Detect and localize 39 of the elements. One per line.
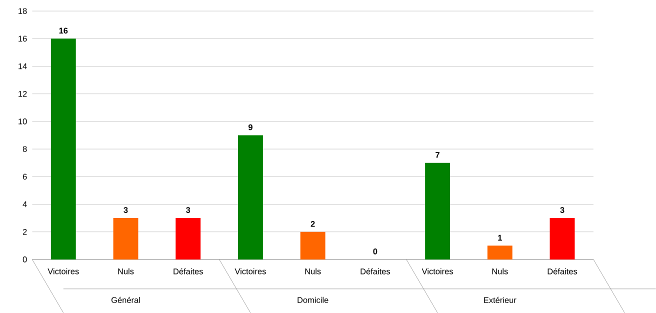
y-tick-label: 18 — [18, 8, 27, 14]
bar — [238, 135, 263, 260]
x-tick-label: Victoires — [422, 268, 453, 274]
y-tick-label: 2 — [22, 228, 27, 235]
bar — [176, 218, 201, 260]
text: Domicile — [298, 296, 328, 303]
bar — [425, 162, 450, 260]
data-label: 1 — [498, 234, 502, 241]
bar — [550, 218, 575, 260]
x-tick-label: Défaites — [548, 268, 578, 274]
y-tick-label: 6 — [22, 174, 27, 180]
y-tick-label: 0 — [22, 256, 27, 262]
text: Général — [111, 296, 140, 304]
data-label: 16 — [59, 28, 68, 34]
data-label: 7 — [436, 152, 440, 158]
x-tick-label: Victoires — [234, 268, 266, 274]
text: Extérieur — [484, 296, 516, 304]
bar — [300, 232, 326, 260]
y-tick-label: 16 — [18, 36, 27, 42]
y-tick-label: 4 — [22, 201, 27, 208]
data-label: 3 — [186, 207, 190, 213]
y-tick-label: 14 — [18, 63, 27, 70]
y-tick-label: 10 — [18, 118, 27, 124]
bar — [487, 246, 512, 260]
data-label: 3 — [124, 207, 128, 213]
data-label: 3 — [560, 207, 564, 213]
bar — [113, 218, 138, 260]
y-tick-label: 12 — [18, 90, 27, 97]
data-label: 2 — [310, 221, 315, 227]
data-label: 9 — [248, 124, 252, 130]
x-tick-label: Nuls — [492, 268, 508, 274]
data-label: 0 — [373, 248, 378, 254]
x-tick-label: Défaites — [360, 268, 390, 274]
y-tick-label: 8 — [22, 146, 27, 152]
x-tick-label: Nuls — [118, 268, 134, 274]
x-tick-label: Victoires — [48, 268, 79, 274]
bar — [50, 38, 76, 260]
x-tick-label: Défaites — [174, 268, 203, 274]
x-tick-label: Nuls — [305, 268, 321, 274]
